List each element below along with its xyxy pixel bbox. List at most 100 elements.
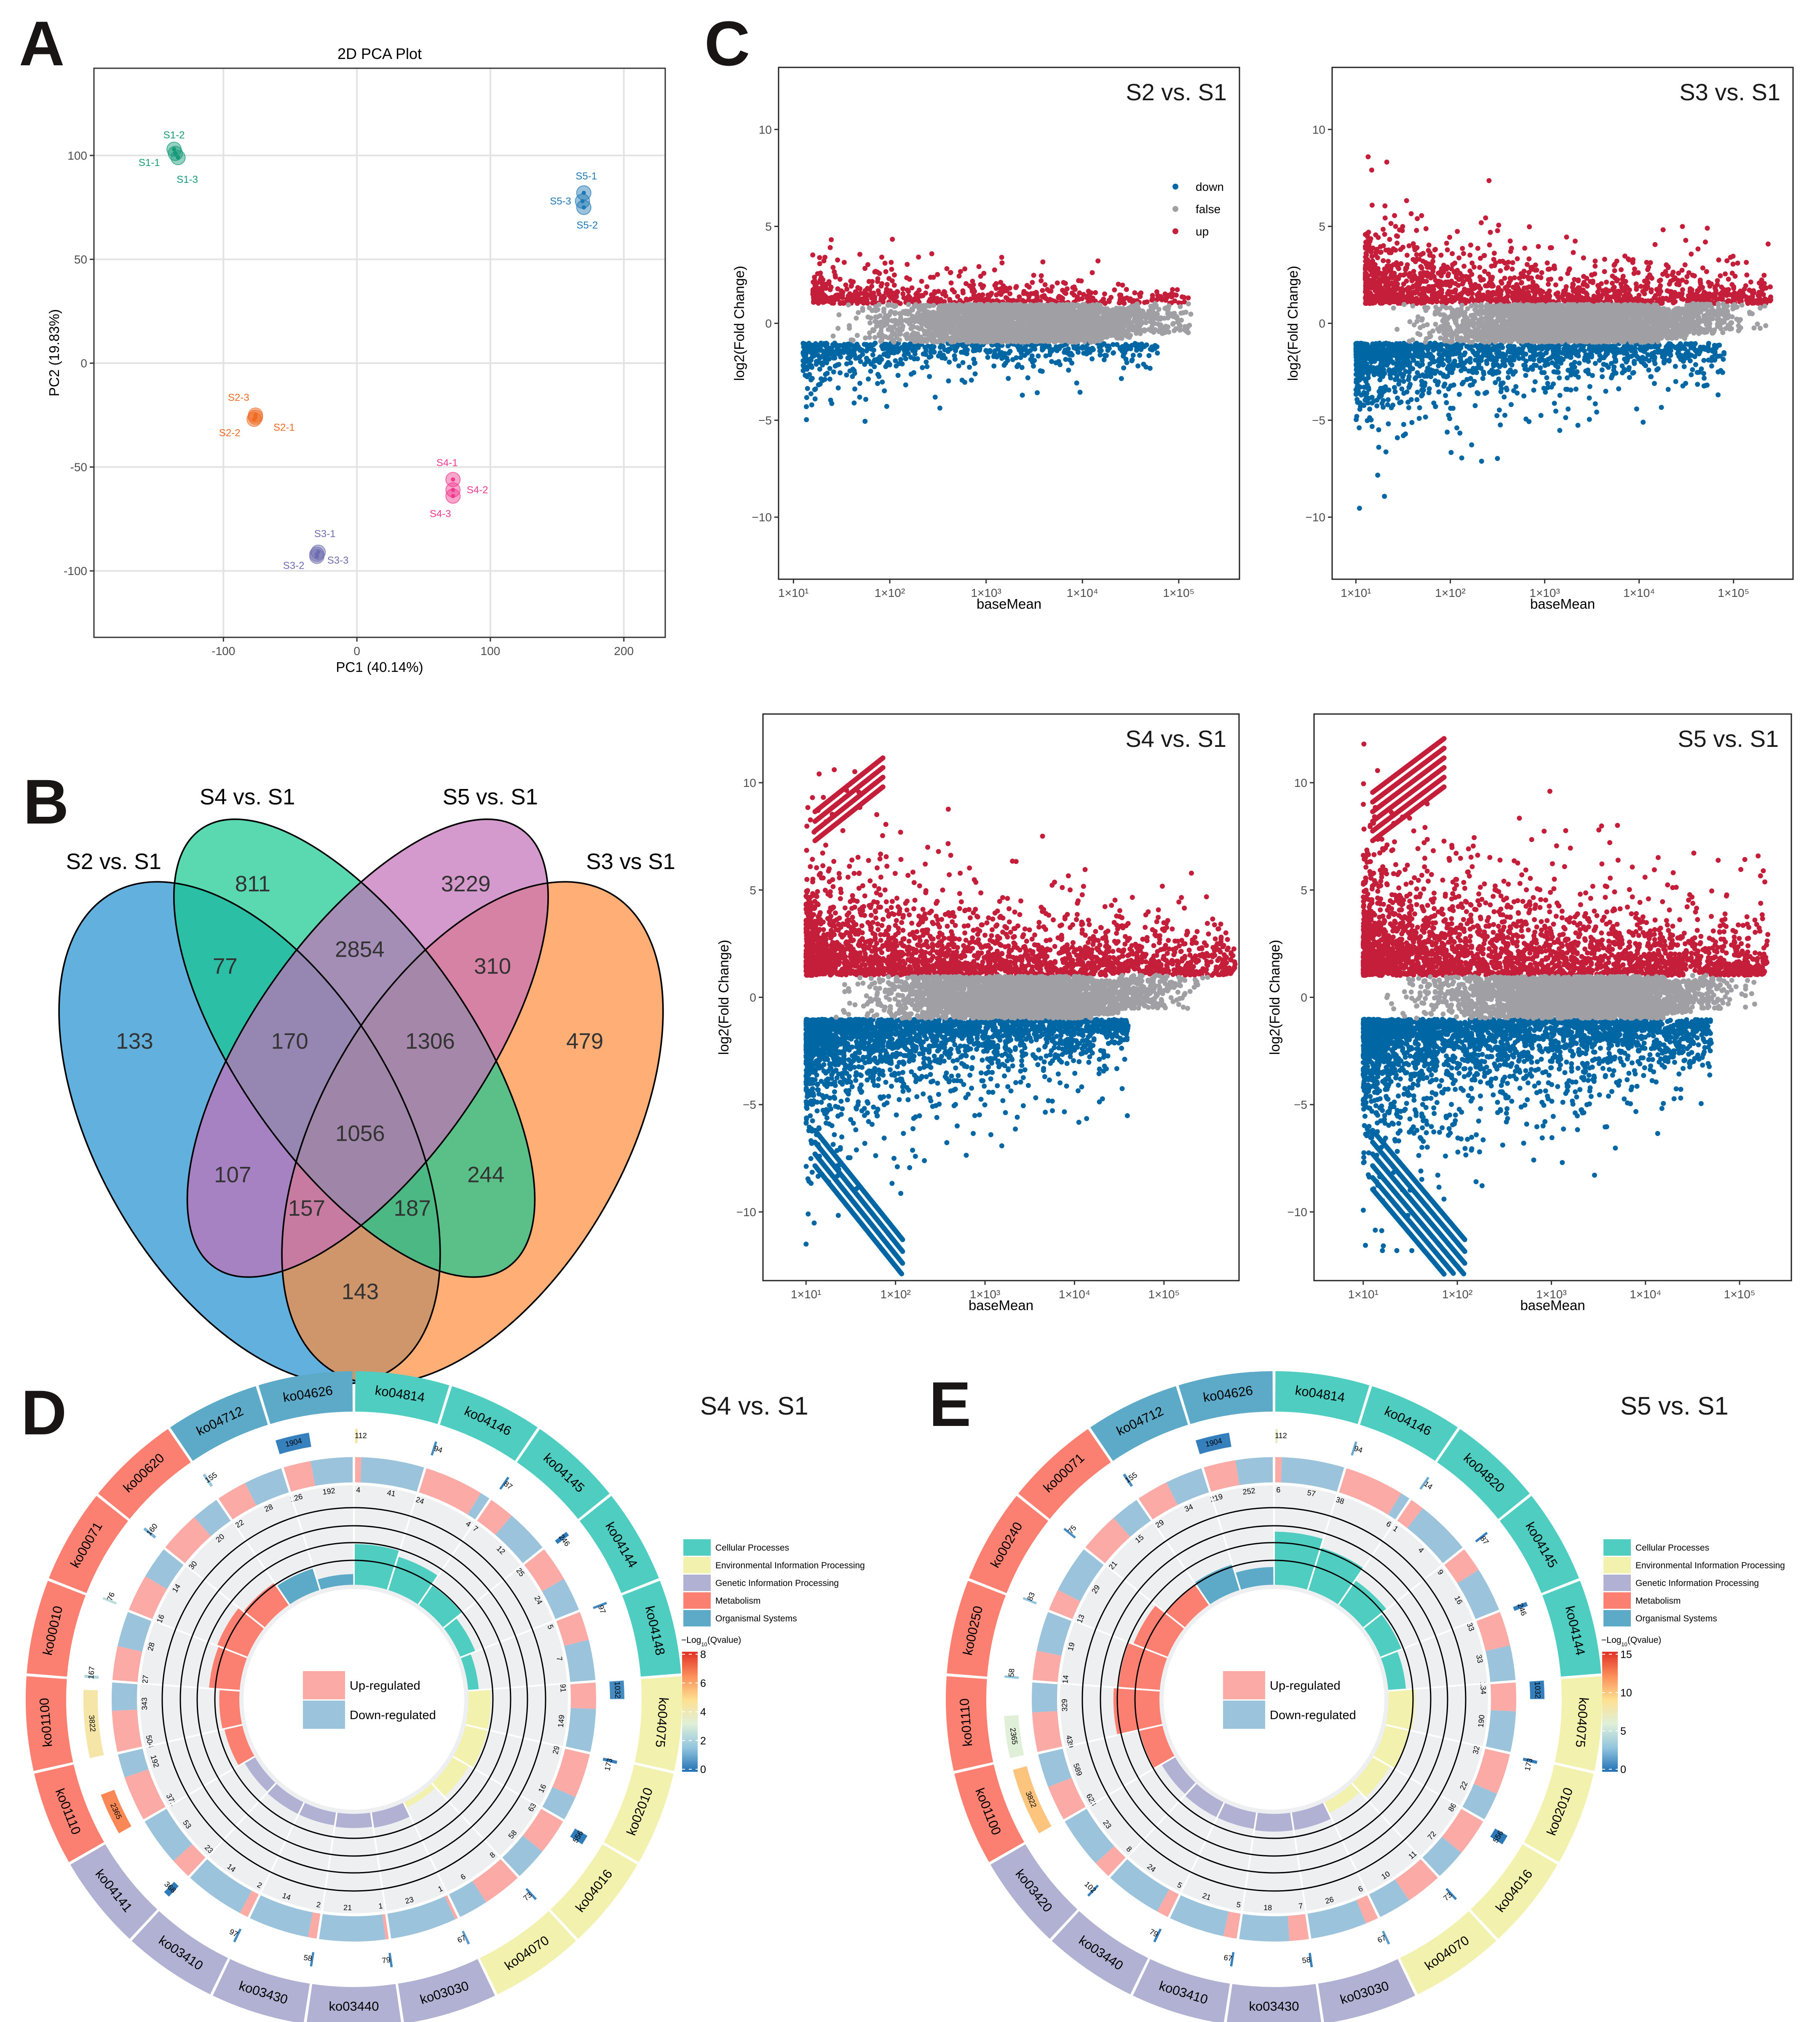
venn-region-count: 133 [116, 1029, 153, 1054]
x-tick-label: 200 [614, 645, 634, 658]
point-down [991, 363, 997, 369]
point-down [871, 348, 876, 353]
point-up [981, 270, 987, 276]
point-down [988, 349, 993, 354]
point-up [1695, 246, 1701, 251]
point-up [828, 284, 834, 290]
point-up [1102, 291, 1107, 297]
venn-region-count: 3229 [441, 872, 491, 896]
x-tick-label: 1×10⁵ [1163, 586, 1195, 599]
point-false [1066, 314, 1071, 320]
point-up [1456, 255, 1462, 261]
point-down [912, 348, 917, 354]
point-false [889, 309, 894, 314]
point-false [1083, 324, 1088, 329]
point-up [879, 254, 884, 260]
point-up [1415, 216, 1420, 221]
point-down [1135, 363, 1141, 369]
point-down [874, 357, 879, 362]
point-down [906, 343, 911, 348]
point-down [908, 372, 914, 377]
point-down [962, 350, 967, 356]
point-up [872, 297, 877, 302]
panel-label-d: D [21, 1377, 67, 1448]
point-up [870, 279, 875, 284]
point-false [993, 306, 998, 311]
point-up [1571, 250, 1576, 255]
point-down [1074, 380, 1079, 386]
y-axis-label: PC2 (19.83%) [46, 309, 62, 396]
point-up [864, 300, 870, 306]
point-false [919, 321, 925, 326]
point-down [1066, 367, 1071, 373]
legend-label: up [1196, 225, 1209, 238]
point-false [938, 308, 943, 313]
venn-set-label: S2 vs. S1 [66, 849, 161, 874]
point-up [1483, 215, 1488, 221]
point-false [1022, 334, 1028, 340]
point-down [827, 366, 832, 371]
pca-point-center [451, 494, 455, 498]
point-down [875, 381, 880, 386]
point-down [838, 370, 843, 375]
point-false [969, 318, 974, 324]
pca-point-label: S4-3 [430, 508, 451, 520]
point-up [1475, 246, 1480, 251]
point-down [1129, 342, 1135, 348]
point-up [1089, 270, 1095, 275]
point-up [993, 281, 999, 286]
venn-region-count: 1056 [335, 1121, 385, 1146]
point-up [1120, 282, 1125, 288]
y-tick-label: 10 [759, 123, 772, 136]
point-down [860, 352, 865, 357]
point-up [834, 296, 840, 302]
plot-area [94, 68, 665, 637]
point-down [873, 340, 878, 346]
point-false [863, 335, 868, 341]
point-down [1057, 346, 1062, 351]
point-down [850, 374, 855, 379]
point-false [877, 333, 882, 339]
point-down [1053, 360, 1059, 366]
point-false [903, 310, 909, 315]
point-false [916, 305, 921, 311]
point-false [1107, 308, 1113, 313]
pca-point-center [253, 413, 258, 417]
point-up [883, 269, 889, 274]
point-up [1467, 252, 1473, 258]
point-down [862, 419, 868, 424]
pca-point-center [173, 151, 178, 156]
point-false [1128, 325, 1133, 330]
point-false [960, 326, 965, 331]
point-up [1495, 228, 1500, 233]
point-down [804, 417, 809, 423]
point-down [812, 396, 818, 401]
point-false [982, 313, 987, 318]
point-up [1031, 273, 1036, 278]
legend-label: down [1196, 180, 1224, 193]
point-up [891, 272, 897, 278]
y-tick-label: 0 [80, 357, 87, 370]
point-up [1469, 260, 1475, 266]
point-false [975, 326, 980, 331]
point-false [1006, 313, 1012, 319]
point-up [1040, 259, 1046, 265]
point-up [812, 275, 817, 280]
point-down [1036, 353, 1041, 359]
point-up [1079, 296, 1085, 302]
point-false [966, 331, 972, 336]
point-up [1127, 298, 1132, 303]
point-up [992, 267, 997, 273]
point-up [1166, 292, 1172, 298]
point-up [975, 297, 981, 302]
point-up [875, 276, 881, 281]
point-up [1030, 280, 1035, 285]
point-down [833, 348, 839, 354]
point-false [872, 335, 878, 340]
point-up [969, 286, 974, 291]
point-false [897, 311, 902, 316]
point-false [1045, 308, 1050, 314]
point-up [827, 245, 833, 250]
point-false [1124, 334, 1130, 339]
point-up [810, 292, 816, 297]
